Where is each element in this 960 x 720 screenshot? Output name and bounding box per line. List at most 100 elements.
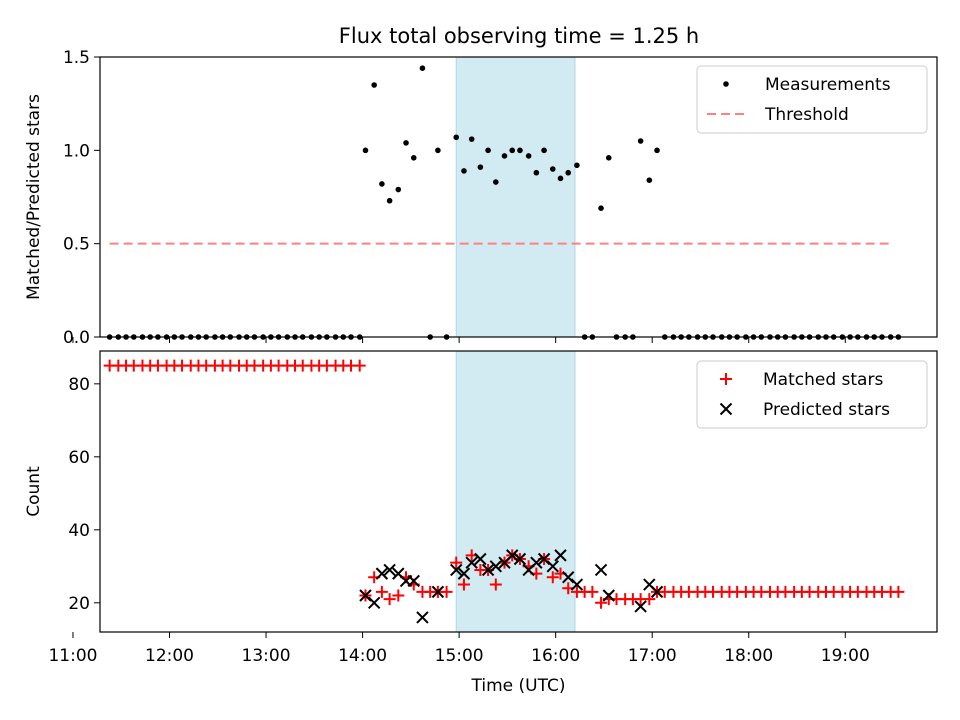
- predicted-star-marker: [506, 549, 519, 562]
- plot-frame: [99, 56, 938, 338]
- x-tick-label: 17:00: [628, 646, 677, 666]
- predicted-star-marker: [474, 552, 487, 566]
- matched-star-marker: [353, 359, 366, 372]
- y-axis-label: Matched/Predicted stars: [24, 94, 44, 300]
- predicted-star-marker: [546, 560, 559, 573]
- x-tick-label: 16:00: [531, 646, 580, 666]
- x-tick-label: 15:00: [435, 646, 484, 666]
- legend-label: Threshold: [764, 105, 849, 125]
- x-axis-label: Time (UTC): [471, 676, 566, 696]
- predicted-star-marker: [367, 596, 381, 610]
- measurement-point: [646, 177, 653, 183]
- measurement-point: [403, 140, 409, 146]
- measurement-point: [461, 168, 467, 174]
- predicted-star-marker: [383, 563, 396, 577]
- count-panel: 20 40 60 80 11:00 12:00 13:00 14:00 15:00 16:00 17…: [24, 350, 938, 696]
- x-tick-label: 18:00: [724, 646, 773, 666]
- measurement-point: [419, 65, 426, 71]
- predicted-star-marker: [407, 574, 420, 588]
- measurement-point: [435, 147, 441, 154]
- measurement-point: [410, 155, 417, 161]
- matched-star-marker: [643, 593, 656, 606]
- measurement-point: [574, 162, 580, 169]
- x-tick-label: 12:00: [145, 646, 194, 666]
- predicted-star-marker: [431, 585, 445, 599]
- matched-star-marker: [586, 585, 599, 598]
- measurement-point: [371, 82, 377, 88]
- legend-label: Matched stars: [763, 370, 883, 390]
- predicted-star-marker: [465, 556, 478, 569]
- legend-label: Measurements: [765, 75, 891, 95]
- matched-star-marker: [375, 585, 388, 598]
- x-tick-label: 14:00: [338, 646, 387, 666]
- plot-frame: [99, 350, 938, 633]
- measurement-point: [557, 175, 564, 182]
- measurement-point: [525, 153, 532, 159]
- predicted-star-marker: [634, 600, 647, 613]
- legend-marker-measurements: [723, 81, 729, 87]
- y-axis-label: Count: [24, 466, 44, 517]
- measurement-point: [654, 147, 660, 154]
- measurement-point: [549, 166, 556, 172]
- measurement-point: [362, 147, 369, 154]
- measurement-point: [485, 147, 491, 154]
- measurement-point: [598, 205, 604, 211]
- legend-marker-predicted: [719, 402, 733, 416]
- ratio-panel: 0.0 0.5 1.0 1.5 Matched/Predicted stars Measu…: [24, 48, 938, 348]
- matched-star-marker: [440, 585, 453, 598]
- measurement-point: [379, 181, 385, 187]
- legend-marker-matched: [720, 373, 732, 385]
- predicted-star-marker: [489, 560, 503, 573]
- matched-star-marker: [383, 593, 396, 606]
- predicted-star-marker: [457, 567, 471, 580]
- measurement-point: [468, 136, 475, 142]
- predicted-star-marker: [450, 563, 463, 577]
- measurement-point: [477, 164, 484, 170]
- measurement-point: [386, 197, 393, 204]
- predicted-star-marker: [650, 585, 664, 599]
- matched-star-marker: [392, 589, 405, 602]
- x-tick-label: 11:00: [48, 646, 97, 666]
- x-tick-label: 19:00: [821, 646, 870, 666]
- predicted-star-marker: [602, 589, 615, 602]
- y-tick-label: 40: [68, 521, 90, 541]
- y-tick-label: 1.0: [63, 141, 90, 161]
- y-tick-label: 0.5: [63, 235, 90, 255]
- predicted-star-marker: [594, 563, 608, 577]
- observing-window-span: [455, 56, 576, 338]
- measurement-point: [509, 147, 516, 154]
- legend-box: [696, 360, 928, 429]
- matched-star-marker: [892, 585, 905, 598]
- y-tick-label: 0.0: [63, 328, 90, 348]
- measurement-point: [493, 179, 499, 185]
- y-tick-label: 60: [68, 448, 90, 468]
- measurement-point: [637, 138, 644, 144]
- chart-title: Flux total observing time = 1.25 h: [339, 24, 699, 48]
- y-tick-label: 20: [68, 594, 90, 614]
- legend-label: Predicted stars: [763, 400, 890, 420]
- measurement-point: [517, 147, 523, 154]
- measurement-point: [501, 153, 508, 159]
- predicted-star-marker: [554, 549, 567, 562]
- predicted-star-marker: [570, 578, 584, 591]
- matched-star-marker: [489, 578, 502, 591]
- matched-star-marker: [546, 571, 559, 584]
- measurement-point: [605, 155, 612, 161]
- measurement-point: [541, 147, 547, 154]
- matched-star-marker: [595, 596, 608, 609]
- y-tick-label: 1.5: [63, 48, 90, 68]
- observing-window-span: [455, 350, 576, 633]
- measurement-point: [395, 186, 402, 193]
- measurement-point: [533, 169, 540, 176]
- matched-star-marker: [457, 578, 470, 591]
- predicted-star-marker: [530, 556, 543, 569]
- measurement-point: [453, 134, 460, 141]
- predicted-star-marker: [375, 567, 389, 580]
- y-tick-label: 80: [68, 375, 90, 395]
- predicted-star-marker: [416, 611, 429, 624]
- legend-box: [696, 65, 928, 134]
- matched-star-marker: [450, 556, 463, 569]
- measurement-point: [565, 169, 572, 176]
- predicted-star-marker: [513, 552, 527, 566]
